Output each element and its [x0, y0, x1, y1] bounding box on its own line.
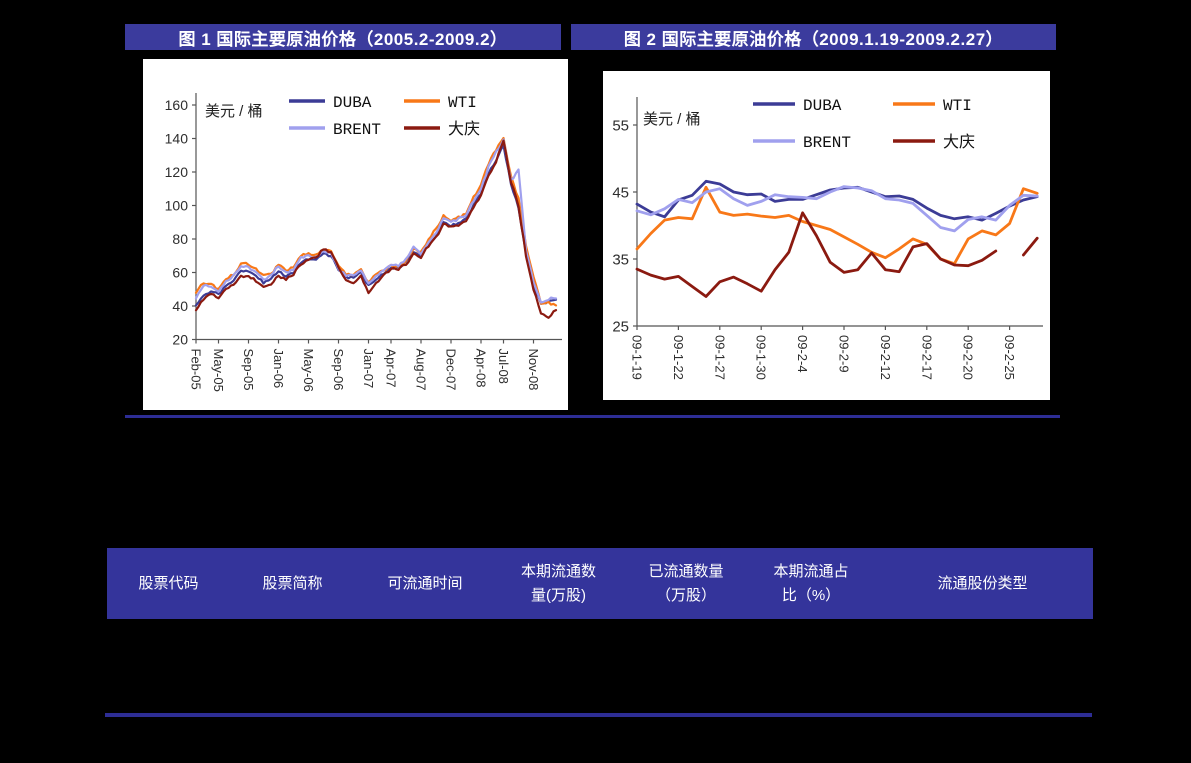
column-header-current-ratio: 本期流通占 比（%）	[773, 562, 849, 604]
svg-text:Apr-08: Apr-08	[474, 349, 489, 388]
svg-text:美元 / 桶: 美元 / 桶	[643, 111, 701, 128]
svg-text:Jan-07: Jan-07	[361, 349, 376, 389]
svg-text:09-2-25: 09-2-25	[1002, 335, 1017, 380]
column-header-stock-name: 股票简称	[262, 574, 323, 592]
svg-text:100: 100	[165, 197, 189, 213]
svg-text:09-2-9: 09-2-9	[837, 335, 852, 373]
svg-text:Jul-08: Jul-08	[496, 349, 511, 384]
svg-text:09-2-4: 09-2-4	[795, 335, 810, 373]
svg-text:美元 / 桶: 美元 / 桶	[205, 103, 263, 120]
table-header-row: 股票代码 股票简称 可流通时间 本期流通数 量(万股) 已流通数量 （万股） 本…	[107, 548, 1093, 619]
figure-2-chart: 55 45 35 25 09-1-19 09-1-22 09-1-27 09-1-30 09-2…	[603, 71, 1050, 400]
svg-text:09-1-19: 09-1-19	[630, 335, 645, 380]
svg-text:45: 45	[612, 184, 629, 201]
svg-text:BRENT: BRENT	[803, 134, 851, 152]
column-header-tradable-date: 可流通时间	[387, 574, 463, 592]
svg-text:60: 60	[172, 264, 188, 280]
svg-text:Sep-05: Sep-05	[241, 349, 256, 391]
divider-line-top	[125, 415, 1060, 418]
svg-text:大庆: 大庆	[943, 133, 975, 152]
svg-text:大庆: 大庆	[448, 120, 480, 139]
svg-text:09-2-17: 09-2-17	[919, 335, 934, 380]
svg-text:140: 140	[165, 130, 189, 146]
svg-text:Apr-07: Apr-07	[384, 349, 399, 388]
svg-text:Feb-05: Feb-05	[189, 349, 204, 390]
svg-text:Nov-08: Nov-08	[526, 349, 541, 391]
svg-text:Jan-06: Jan-06	[271, 349, 286, 389]
figure-1-title-bar: 图 1 国际主要原油价格（2005.2-2009.2）	[125, 24, 561, 50]
figure-2-title-bar: 图 2 国际主要原油价格（2009.1.19-2009.2.27）	[571, 24, 1056, 50]
figure-1-chart: 160 140 120 100 80 60 40 20 Feb-05 May-05 Sep-05 Ja…	[143, 59, 568, 410]
svg-text:09-1-27: 09-1-27	[712, 335, 727, 380]
svg-text:160: 160	[165, 97, 189, 113]
svg-text:Aug-07: Aug-07	[414, 349, 429, 391]
svg-text:55: 55	[612, 117, 629, 134]
svg-text:DUBA: DUBA	[333, 94, 372, 112]
svg-text:WTI: WTI	[943, 97, 972, 115]
column-header-stock-code: 股票代码	[138, 574, 199, 592]
column-header-share-type: 流通股份类型	[937, 574, 1028, 592]
svg-text:20: 20	[172, 331, 188, 347]
divider-line-bottom	[105, 713, 1092, 717]
svg-text:09-1-22: 09-1-22	[671, 335, 686, 380]
column-header-released-volume: 已流通数量 （万股）	[648, 562, 724, 604]
svg-text:40: 40	[172, 298, 188, 314]
svg-text:Dec-07: Dec-07	[444, 349, 459, 391]
svg-text:09-2-12: 09-2-12	[878, 335, 893, 380]
svg-text:25: 25	[612, 318, 629, 335]
svg-text:May-05: May-05	[211, 349, 226, 392]
svg-text:80: 80	[172, 231, 188, 247]
svg-text:09-1-30: 09-1-30	[754, 335, 769, 380]
svg-text:09-2-20: 09-2-20	[961, 335, 976, 380]
svg-text:Sep-06: Sep-06	[331, 349, 346, 391]
svg-text:BRENT: BRENT	[333, 121, 381, 139]
svg-text:May-06: May-06	[301, 349, 316, 392]
svg-text:DUBA: DUBA	[803, 97, 842, 115]
svg-text:WTI: WTI	[448, 94, 477, 112]
svg-text:120: 120	[165, 164, 189, 180]
column-header-current-volume: 本期流通数 量(万股)	[520, 562, 596, 604]
svg-text:35: 35	[612, 251, 629, 268]
